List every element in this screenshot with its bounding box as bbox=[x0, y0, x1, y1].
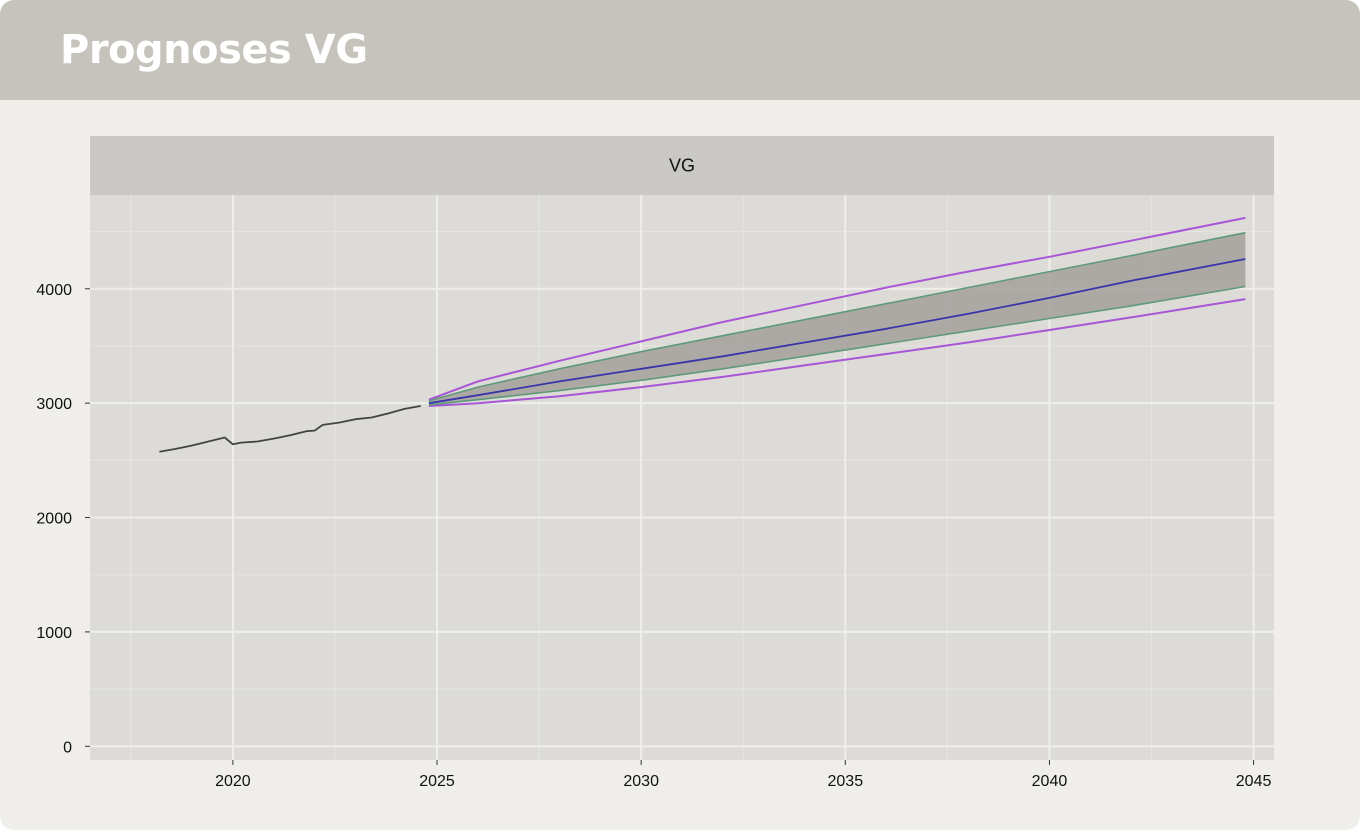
facet-strip-label: VG bbox=[669, 156, 695, 176]
forecast-line bbox=[428, 258, 1246, 405]
x-tick-label: 2025 bbox=[419, 773, 455, 790]
series-lines bbox=[159, 216, 1246, 453]
axes: 2020 2025 2030 2035 2040 2045 0 1000 2000 3000 400… bbox=[36, 282, 1271, 790]
outer-band-upper-line bbox=[428, 216, 1246, 401]
inner-band-lower-line bbox=[428, 285, 1246, 406]
inner-band-upper-line bbox=[428, 231, 1246, 402]
inner-confidence-band bbox=[428, 232, 1246, 405]
forecast-chart: VG 2020 2025 2030 2035 2040 2045 0 1000 2000 3000… bbox=[36, 136, 1274, 790]
header-bar: Prognoses VG bbox=[0, 0, 1360, 100]
y-tick-label: 2000 bbox=[36, 511, 72, 528]
outer-band-lower-line bbox=[428, 298, 1246, 407]
history-line bbox=[159, 405, 421, 453]
x-tick-label: 2045 bbox=[1236, 773, 1272, 790]
facet-strip: VG bbox=[90, 136, 1274, 195]
x-tick-label: 2020 bbox=[215, 773, 251, 790]
x-tick-label: 2035 bbox=[828, 773, 864, 790]
x-tick-label: 2030 bbox=[623, 773, 659, 790]
y-tick-label: 1000 bbox=[36, 625, 72, 642]
page-title: Prognoses VG bbox=[60, 27, 368, 73]
x-tick-label: 2040 bbox=[1032, 773, 1068, 790]
y-tick-label: 0 bbox=[63, 739, 72, 756]
y-tick-label: 4000 bbox=[36, 282, 72, 299]
y-tick-label: 3000 bbox=[36, 396, 72, 413]
forecast-bands bbox=[428, 232, 1246, 405]
facet-strip-background bbox=[90, 136, 1274, 195]
